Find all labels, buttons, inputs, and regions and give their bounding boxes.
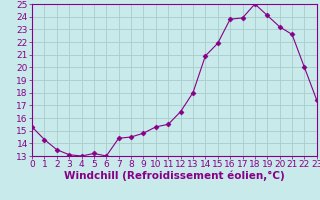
X-axis label: Windchill (Refroidissement éolien,°C): Windchill (Refroidissement éolien,°C) bbox=[64, 171, 285, 181]
